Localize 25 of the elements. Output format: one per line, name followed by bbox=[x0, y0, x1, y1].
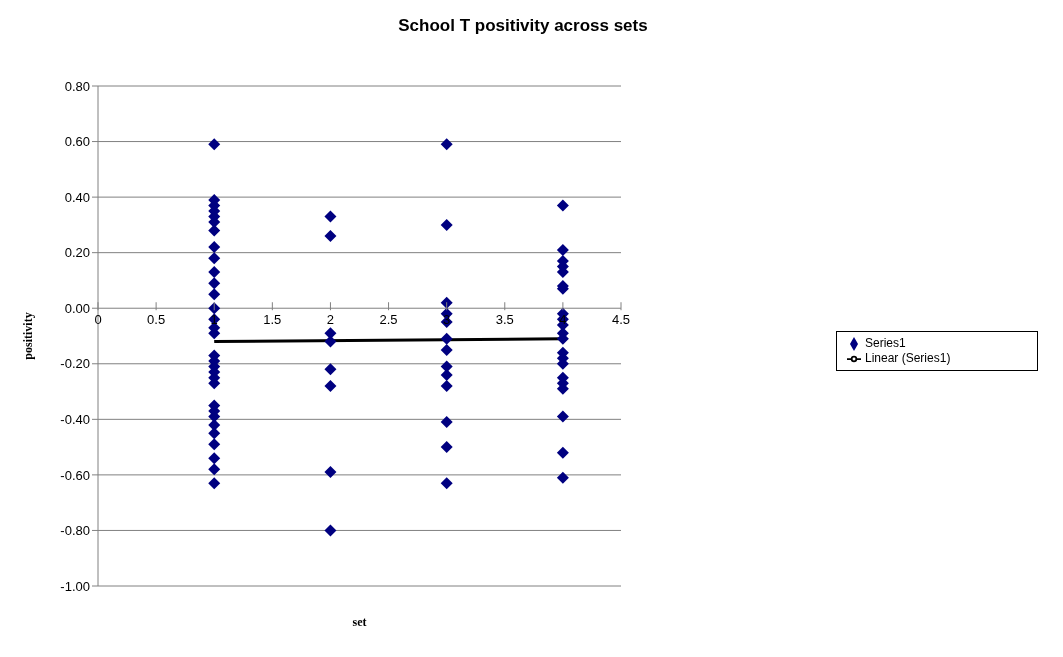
y-tick-label: 0.60 bbox=[64, 134, 90, 150]
x-axis-title: set bbox=[352, 615, 367, 629]
y-tick-label: 0.80 bbox=[64, 78, 90, 94]
x-tick-label: 0.5 bbox=[147, 312, 166, 328]
x-tick-label: 4 bbox=[559, 312, 567, 328]
y-tick-label: -0.60 bbox=[60, 467, 90, 483]
y-axis-title: positivity bbox=[21, 312, 36, 360]
legend-label: Series1 bbox=[865, 336, 906, 351]
y-tick-label: 0.40 bbox=[64, 189, 90, 205]
x-tick-label: 4.5 bbox=[611, 312, 631, 328]
y-tick-label: -0.40 bbox=[60, 411, 90, 427]
x-tick-label: 1.5 bbox=[263, 312, 282, 328]
x-tick-label: 0 bbox=[94, 312, 102, 328]
y-tick-label: 0.00 bbox=[64, 300, 90, 316]
y-tick-label: -1.00 bbox=[60, 578, 90, 594]
legend-label: Linear (Series1) bbox=[865, 351, 951, 365]
x-tick-label: 3 bbox=[443, 312, 451, 328]
chart-title: School T positivity across sets bbox=[397, 15, 649, 37]
x-tick-label: 1 bbox=[210, 312, 218, 328]
x-tick-label: 2 bbox=[326, 312, 335, 328]
y-tick-label: -0.20 bbox=[60, 356, 90, 372]
x-tick-label: 2.5 bbox=[379, 312, 398, 328]
y-tick-label: -0.80 bbox=[60, 523, 90, 539]
y-tick-label: 0.20 bbox=[64, 245, 90, 261]
x-tick-label: 3.5 bbox=[495, 312, 514, 328]
